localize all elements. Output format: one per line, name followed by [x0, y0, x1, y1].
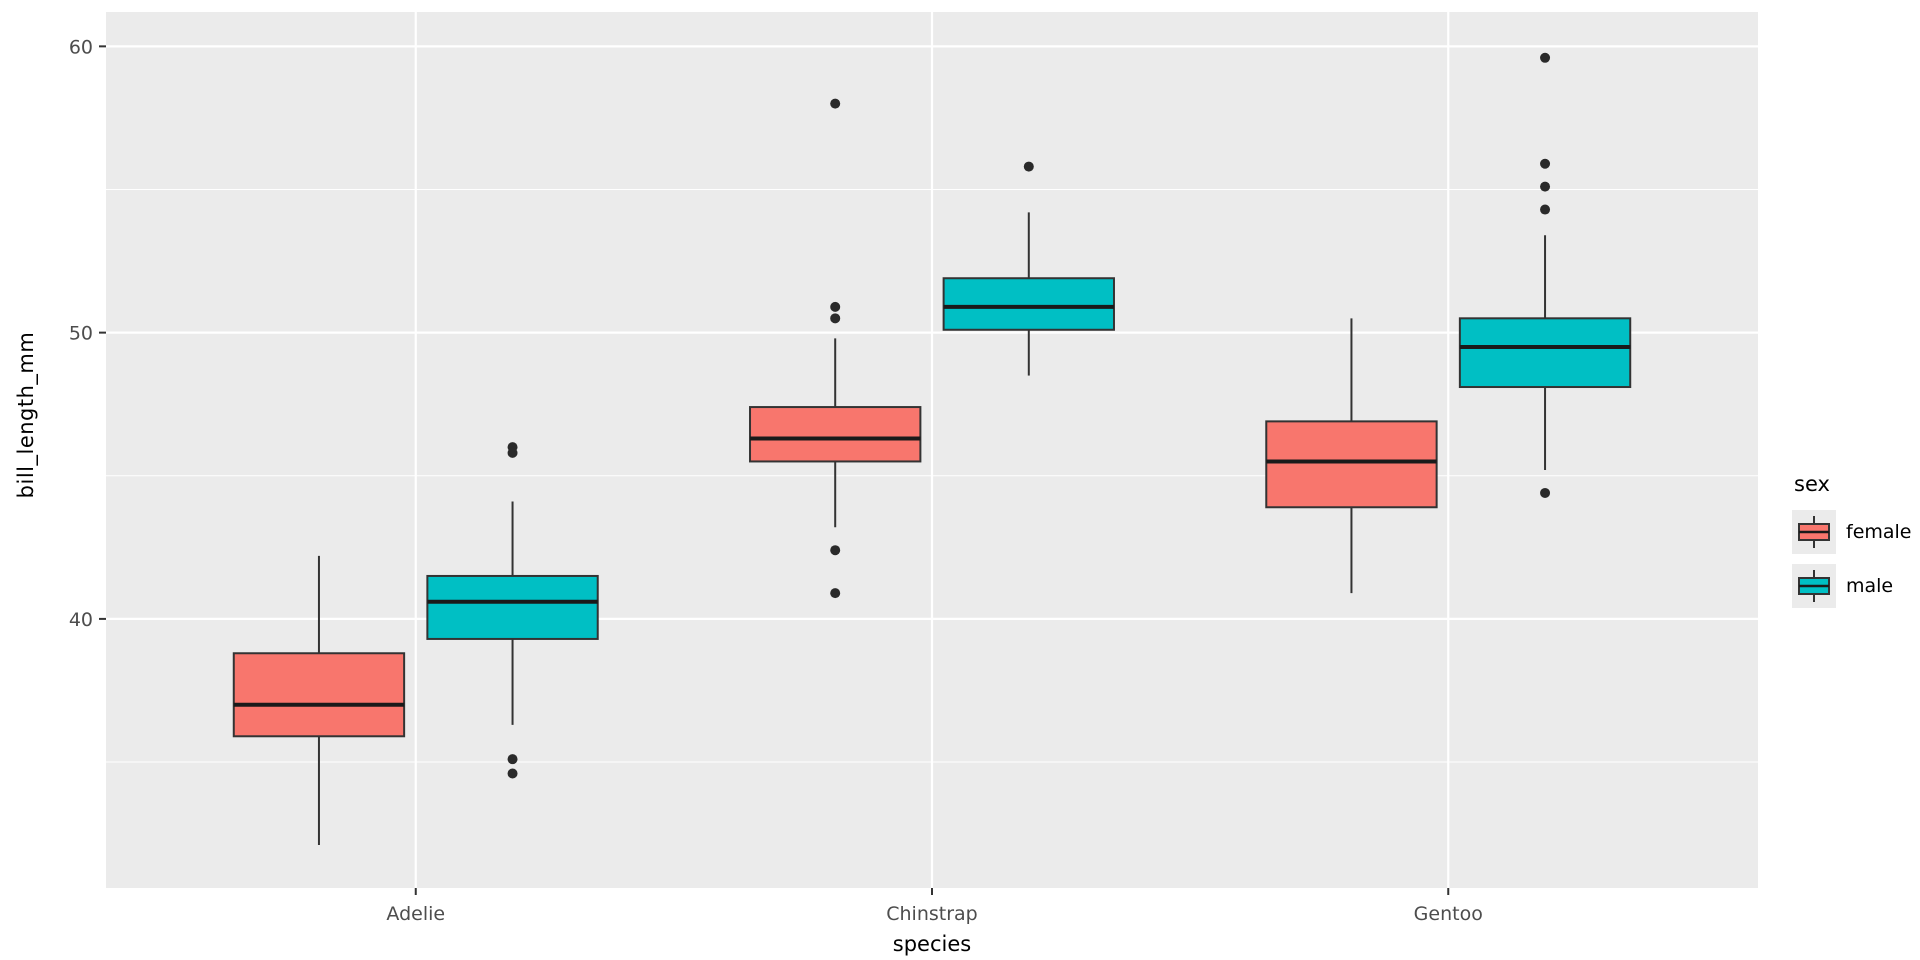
- x-tick-label: Gentoo: [1414, 903, 1483, 925]
- legend-item-male: male: [1792, 564, 1912, 608]
- outlier-dot: [1540, 52, 1551, 63]
- outlier-dot: [1540, 158, 1551, 169]
- box-female-adelie: [232, 652, 406, 738]
- outlier-dot: [507, 768, 518, 779]
- outlier-dot: [1540, 181, 1551, 192]
- legend-items: female male: [1792, 510, 1912, 618]
- x-axis-title: species: [892, 932, 972, 956]
- outlier-dot: [507, 754, 518, 765]
- outlier-dot: [830, 545, 841, 556]
- box-female-gentoo: [1265, 420, 1438, 509]
- y-axis-title: bill_length_mm: [14, 331, 38, 499]
- box-male-chinstrap: [942, 277, 1115, 331]
- outlier-dot: [1023, 161, 1034, 172]
- outlier-dot: [830, 588, 841, 599]
- outlier-dot: [830, 98, 841, 109]
- legend-key-boxplot-icon: [1792, 564, 1836, 608]
- outlier-dot: [1540, 487, 1551, 498]
- outlier-dot: [830, 313, 841, 324]
- outlier-dot: [1540, 204, 1551, 215]
- x-tick-label: Adelie: [386, 903, 445, 925]
- box-male-adelie: [426, 574, 599, 640]
- outlier-dot: [507, 442, 518, 453]
- legend-label: female: [1846, 521, 1912, 543]
- legend: sex female male: [1792, 472, 1912, 618]
- legend-label: male: [1846, 575, 1894, 597]
- legend-title: sex: [1794, 472, 1830, 496]
- legend-key-boxplot-icon: [1792, 510, 1836, 554]
- box-female-chinstrap: [749, 406, 922, 463]
- x-tick-label: Chinstrap: [886, 903, 978, 925]
- box-male-gentoo: [1458, 317, 1632, 389]
- outlier-dot: [830, 301, 841, 312]
- y-tick-label: 50: [69, 323, 93, 345]
- legend-item-female: female: [1792, 510, 1912, 554]
- y-tick-label: 40: [69, 609, 93, 631]
- y-tick-label: 60: [69, 36, 93, 58]
